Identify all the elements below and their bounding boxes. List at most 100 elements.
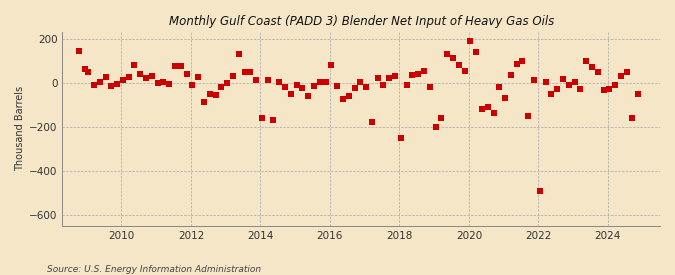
Point: [176, 64, 186, 68]
Point: [187, 83, 198, 87]
Point: [546, 92, 557, 96]
Point: [234, 52, 244, 56]
Point: [124, 75, 134, 79]
Point: [448, 56, 458, 60]
Point: [494, 85, 505, 89]
Point: [436, 116, 447, 120]
Point: [83, 69, 94, 74]
Point: [575, 87, 586, 92]
Point: [158, 79, 169, 84]
Point: [129, 63, 140, 67]
Point: [297, 86, 308, 90]
Point: [106, 84, 117, 88]
Point: [401, 83, 412, 87]
Point: [349, 86, 360, 90]
Point: [274, 79, 285, 84]
Point: [616, 74, 626, 78]
Point: [279, 85, 290, 89]
Point: [210, 93, 221, 97]
Point: [627, 116, 638, 120]
Point: [598, 88, 609, 93]
Point: [100, 75, 111, 79]
Point: [205, 92, 215, 96]
Point: [558, 77, 568, 81]
Point: [378, 83, 389, 87]
Point: [454, 63, 464, 67]
Point: [112, 81, 123, 86]
Point: [506, 73, 516, 77]
Point: [465, 39, 476, 43]
Point: [74, 48, 85, 53]
Point: [164, 81, 175, 86]
Point: [193, 75, 204, 79]
Text: Source: U.S. Energy Information Administration: Source: U.S. Energy Information Administ…: [47, 265, 261, 274]
Point: [621, 69, 632, 74]
Point: [117, 78, 128, 82]
Point: [389, 74, 400, 78]
Point: [511, 62, 522, 66]
Point: [286, 92, 296, 96]
Point: [308, 84, 319, 88]
Point: [633, 92, 644, 96]
Point: [80, 67, 90, 72]
Point: [384, 76, 395, 80]
Point: [332, 84, 343, 88]
Point: [181, 72, 192, 76]
Point: [587, 65, 597, 69]
Point: [396, 136, 406, 140]
Point: [95, 79, 105, 84]
Point: [418, 68, 429, 73]
Point: [268, 118, 279, 122]
Title: Monthly Gulf Coast (PADD 3) Blender Net Input of Heavy Gas Oils: Monthly Gulf Coast (PADD 3) Blender Net …: [169, 15, 554, 28]
Point: [483, 105, 493, 109]
Point: [216, 85, 227, 89]
Point: [367, 120, 377, 125]
Point: [552, 87, 563, 92]
Point: [564, 83, 574, 87]
Point: [430, 125, 441, 129]
Point: [146, 74, 157, 78]
Point: [540, 79, 551, 84]
Point: [470, 50, 481, 54]
Point: [344, 94, 354, 98]
Point: [459, 68, 470, 73]
Point: [604, 87, 615, 92]
Point: [291, 83, 302, 87]
Point: [535, 188, 545, 193]
Point: [169, 64, 180, 68]
Point: [320, 79, 331, 84]
Point: [256, 116, 267, 120]
Point: [529, 78, 539, 82]
Point: [407, 73, 418, 77]
Point: [315, 79, 325, 84]
Point: [326, 63, 337, 67]
Point: [488, 111, 499, 116]
Point: [88, 83, 99, 87]
Point: [477, 107, 487, 111]
Point: [500, 96, 510, 100]
Point: [239, 69, 250, 74]
Point: [523, 114, 534, 118]
Point: [413, 72, 424, 76]
Point: [198, 100, 209, 105]
Point: [303, 94, 314, 98]
Point: [250, 78, 261, 82]
Point: [140, 76, 151, 80]
Point: [425, 85, 435, 89]
Point: [245, 69, 256, 74]
Point: [442, 52, 453, 56]
Point: [360, 85, 371, 89]
Point: [222, 80, 233, 85]
Point: [153, 80, 163, 85]
Point: [580, 58, 591, 63]
Point: [517, 58, 528, 63]
Point: [610, 83, 620, 87]
Point: [355, 79, 366, 84]
Point: [263, 78, 273, 82]
Y-axis label: Thousand Barrels: Thousand Barrels: [15, 86, 25, 172]
Point: [338, 97, 348, 101]
Point: [593, 69, 603, 74]
Point: [373, 76, 383, 80]
Point: [135, 72, 146, 76]
Point: [569, 79, 580, 84]
